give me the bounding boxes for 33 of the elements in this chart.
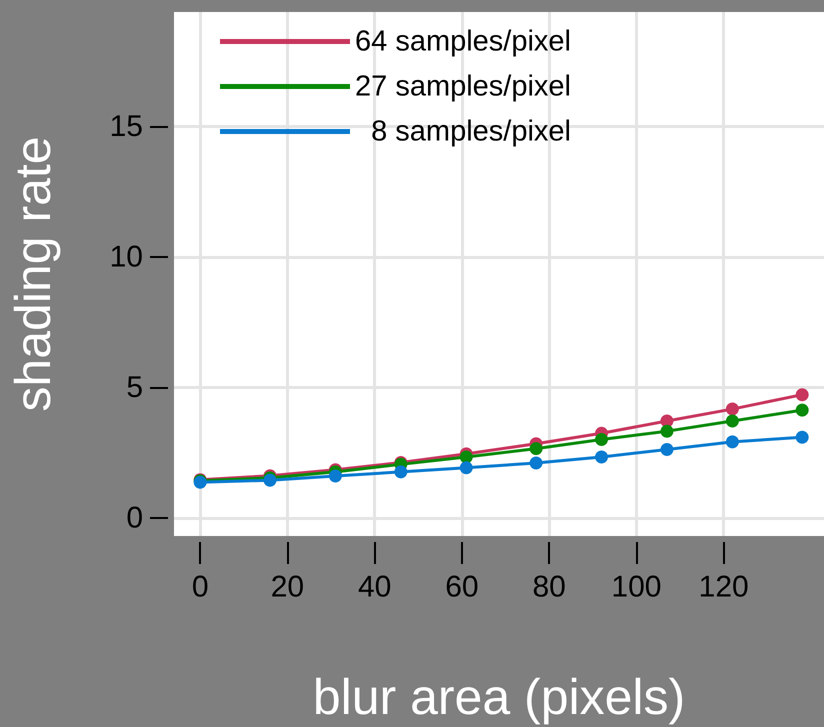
legend-label: 27 samples/pixel (355, 70, 571, 102)
point (796, 404, 809, 417)
point (530, 456, 543, 470)
point (660, 442, 674, 456)
point (796, 430, 809, 444)
point (394, 465, 408, 478)
y-tick-label: 5 (126, 370, 143, 404)
point (726, 414, 739, 428)
x-tick-label: 120 (698, 570, 749, 604)
legend-label: 64 samples/pixel (355, 26, 571, 58)
x-tick-label: 60 (445, 570, 479, 604)
y-tick-label: 10 (110, 240, 143, 274)
x-tick-label: 80 (532, 570, 566, 604)
point (595, 433, 608, 446)
point (328, 470, 342, 483)
y-tick-label: 15 (110, 110, 143, 144)
point (660, 424, 674, 438)
point (726, 435, 739, 448)
point (460, 461, 473, 474)
legend-label: 8 samples/pixel (355, 116, 571, 148)
x-tick-label: 40 (358, 570, 392, 604)
point (796, 388, 809, 402)
x-axis-title: blur area (pixels) (312, 669, 686, 725)
point (595, 450, 608, 464)
point (530, 442, 543, 456)
y-tick-label: 0 (126, 501, 143, 534)
y-axis-title: shading rate (5, 136, 61, 412)
x-tick-label: 100 (611, 570, 662, 604)
point (726, 402, 739, 416)
x-tick-label: 0 (192, 570, 209, 604)
point (460, 450, 473, 464)
point (263, 474, 276, 487)
x-tick-label: 20 (270, 570, 304, 604)
